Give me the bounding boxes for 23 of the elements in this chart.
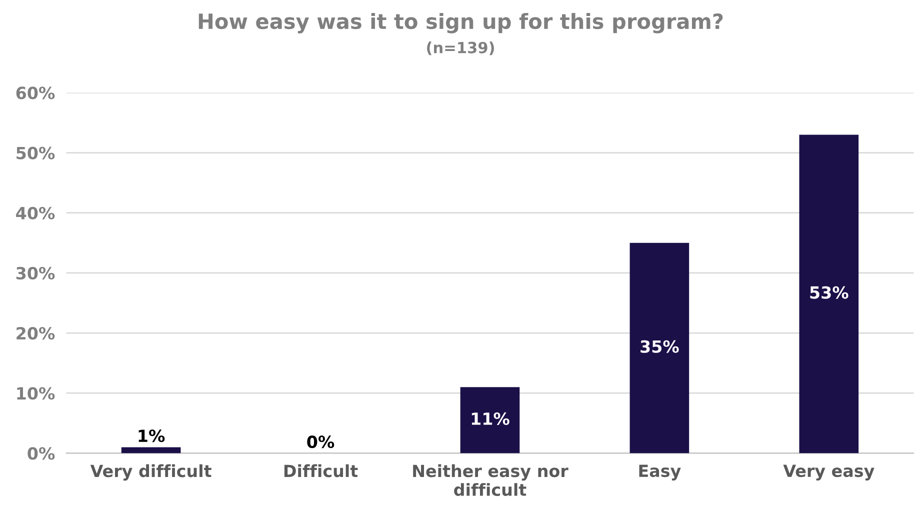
x-tick-label: Very difficult <box>90 464 212 481</box>
bar <box>799 134 859 454</box>
y-tick-label: 60% <box>16 86 55 100</box>
y-tick-label: 20% <box>16 326 55 340</box>
y-tick-label: 0% <box>28 447 55 460</box>
bar <box>630 242 690 454</box>
data-label: 53% <box>810 286 848 299</box>
y-tick-label: 30% <box>16 266 55 280</box>
data-label: 35% <box>640 340 679 353</box>
y-tick-label: 40% <box>16 206 55 220</box>
x-tick-label: Neither easy nor difficult <box>413 464 568 496</box>
x-tick-label: Easy <box>639 464 681 480</box>
bar <box>121 447 181 454</box>
bar <box>460 387 520 454</box>
chart-title: How easy was it to sign up for this program? <box>198 13 723 34</box>
data-label: 11% <box>472 412 510 425</box>
x-tick-label: Difficult <box>284 464 358 478</box>
chart-subtitle: (n=139) <box>427 42 494 56</box>
data-label: 0% <box>307 436 334 448</box>
x-tick-label: Very easy <box>783 464 874 480</box>
y-tick-label: 10% <box>17 387 55 400</box>
data-label: 1% <box>138 430 165 442</box>
y-tick-label: 50% <box>16 146 55 160</box>
